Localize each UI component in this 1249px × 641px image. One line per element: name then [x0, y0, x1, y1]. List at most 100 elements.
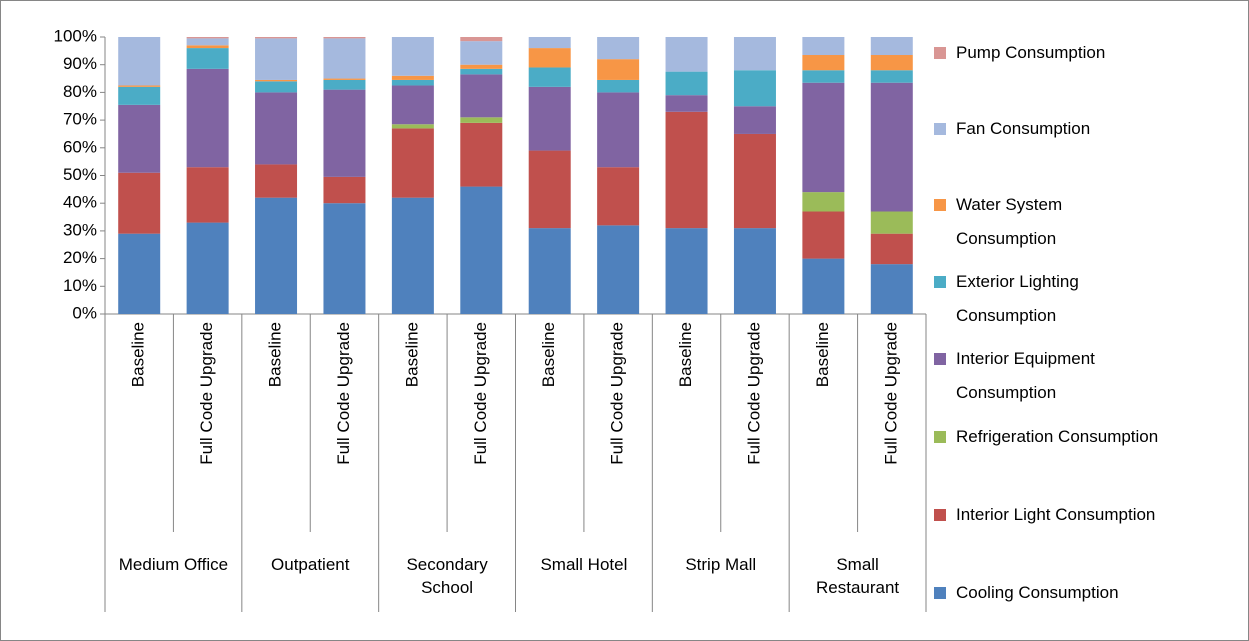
bar-segment: [391, 128, 434, 198]
bar-segment: [118, 104, 161, 173]
bar-segment: [323, 37, 366, 39]
bar-segment: [870, 55, 913, 71]
y-tick-label: 10%: [63, 276, 97, 295]
legend-swatch: [934, 353, 946, 365]
legend-item: Refrigeration Consumption: [934, 420, 1164, 454]
y-tick-label: 0%: [72, 303, 97, 322]
group-label: Secondary School: [406, 555, 488, 597]
y-tick-label: 70%: [63, 110, 97, 129]
legend-label: Pump Consumption: [956, 43, 1106, 62]
group-label: Outpatient: [271, 555, 350, 574]
bar-segment: [733, 37, 776, 71]
bar-segment: [597, 92, 640, 168]
bar-segment: [323, 79, 366, 90]
group-label: Medium Office: [118, 555, 229, 574]
legend-item: Cooling Consumption: [934, 576, 1164, 610]
bar-segment: [802, 55, 845, 71]
x-tick-label: Full Code Upgrade: [608, 322, 627, 465]
legend-swatch: [934, 431, 946, 443]
x-tick-label: Full Code Upgrade: [881, 322, 900, 465]
bar-segment: [118, 86, 161, 105]
y-tick-label: 90%: [63, 54, 97, 73]
bar-segment: [870, 70, 913, 83]
bar-segment: [460, 68, 503, 75]
bar-segment: [391, 37, 434, 76]
bar-segment: [255, 81, 298, 93]
bar-segment: [186, 222, 229, 314]
bar-segment: [186, 167, 229, 223]
x-tick-label: Baseline: [676, 322, 695, 387]
bar-segment: [802, 258, 845, 314]
x-tick-label: Baseline: [813, 322, 832, 387]
bar-segment: [665, 71, 708, 96]
bar-segment: [255, 197, 298, 314]
legend-item: Fan Consumption: [934, 112, 1164, 146]
bar-segment: [186, 48, 229, 69]
bar-segment: [255, 164, 298, 198]
bar-segment: [186, 38, 229, 46]
bar-segment: [323, 38, 366, 79]
legend-label: Interior Equipment Consumption: [956, 349, 1095, 402]
bar-segment: [118, 85, 161, 87]
bar-segment: [528, 150, 571, 229]
bar-segment: [460, 186, 503, 314]
legend-label: Exterior Lighting Consumption: [956, 272, 1079, 325]
x-tick-label: Full Code Upgrade: [744, 322, 763, 465]
legend-swatch: [934, 276, 946, 288]
bar-segment: [255, 38, 298, 80]
y-tick-label: 80%: [63, 82, 97, 101]
legend-item: Interior Equipment Consumption: [934, 342, 1164, 410]
bar-segment: [870, 37, 913, 56]
bar-segment: [323, 176, 366, 204]
legend-swatch: [934, 123, 946, 135]
bar-segment: [323, 78, 366, 80]
bar-segment: [528, 37, 571, 49]
bar-segment: [186, 37, 229, 39]
bar-segment: [391, 124, 434, 129]
bar-segment: [118, 37, 161, 86]
x-tick-label: Baseline: [539, 322, 558, 387]
bar-segment: [733, 106, 776, 134]
legend-swatch: [934, 47, 946, 59]
bar-segment: [802, 70, 845, 83]
bar-segment: [870, 233, 913, 265]
bar-segment: [323, 89, 366, 177]
bar-segment: [597, 225, 640, 314]
bar-segment: [528, 67, 571, 87]
bar-segment: [118, 233, 161, 314]
bar-segment: [870, 264, 913, 314]
bar-segment: [802, 211, 845, 259]
x-tick-label: Baseline: [266, 322, 285, 387]
bar-segment: [528, 86, 571, 151]
bar-segment: [870, 211, 913, 234]
bar-segment: [255, 92, 298, 165]
legend-label: Interior Light Consumption: [956, 505, 1156, 524]
x-tick-label: Full Code Upgrade: [471, 322, 490, 465]
group-label: Small Restaurant: [815, 555, 900, 597]
bar-segment: [597, 167, 640, 226]
bar-segment: [870, 82, 913, 212]
bar-segment: [460, 64, 503, 69]
bar-segment: [597, 59, 640, 80]
bar-segment: [733, 228, 776, 314]
legend-swatch: [934, 199, 946, 211]
bar-segment: [391, 75, 434, 80]
y-tick-label: 100%: [54, 26, 97, 45]
legend-label: Refrigeration Consumption: [956, 427, 1159, 446]
bar-segment: [733, 70, 776, 107]
bar-segment: [665, 95, 708, 112]
y-tick-label: 30%: [63, 220, 97, 239]
bar-segment: [460, 74, 503, 118]
legend-label: Cooling Consumption: [956, 583, 1119, 602]
legend-swatch: [934, 587, 946, 599]
y-tick-label: 40%: [63, 193, 97, 212]
y-tick-label: 50%: [63, 165, 97, 184]
legend-item: Pump Consumption: [934, 36, 1164, 70]
bar-segment: [733, 133, 776, 229]
bar-segment: [665, 37, 708, 72]
bar-segment: [460, 37, 503, 42]
x-tick-label: Full Code Upgrade: [197, 322, 216, 465]
group-label: Small Hotel: [540, 555, 628, 574]
